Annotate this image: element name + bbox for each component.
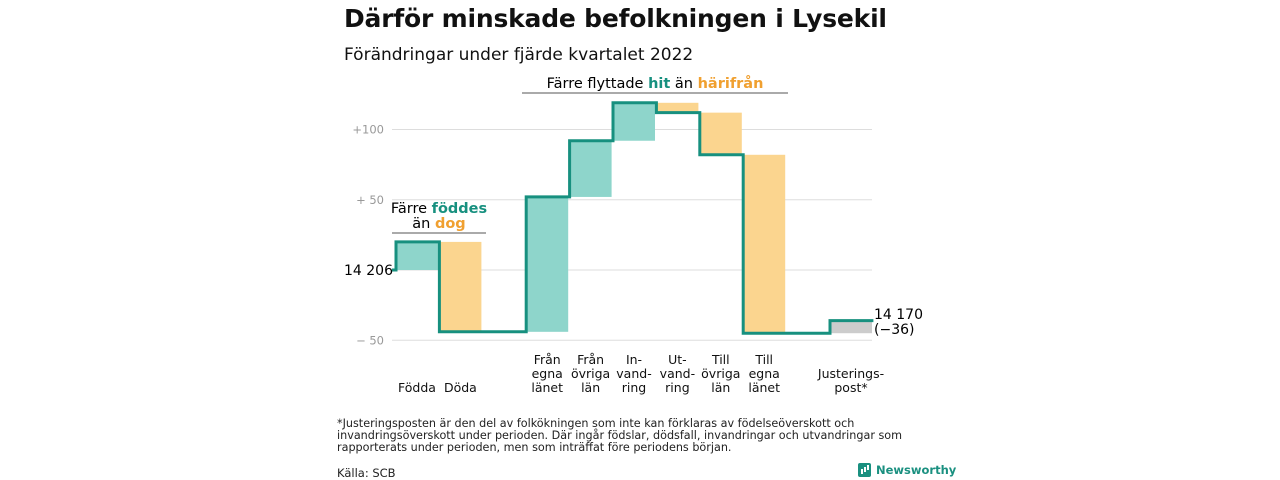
bar-7 bbox=[699, 112, 742, 155]
category-label: Ut- bbox=[668, 352, 687, 367]
y-tick-labels: +100 + 50 − 50 bbox=[352, 123, 384, 348]
bar-0 bbox=[396, 241, 438, 270]
category-label: övriga bbox=[701, 366, 740, 381]
chart-subtitle: Förändringar under fjärde kvartalet 2022 bbox=[344, 45, 694, 65]
bars bbox=[396, 102, 872, 334]
category-label: Till bbox=[754, 352, 773, 367]
category-label: län bbox=[581, 380, 600, 395]
bar-8 bbox=[743, 154, 786, 334]
bar-4 bbox=[569, 140, 612, 197]
chart-title: Därför minskade befolkningen i Lysekil bbox=[344, 4, 887, 33]
bar-6 bbox=[656, 102, 699, 113]
category-label: ring bbox=[665, 380, 689, 395]
births-annotation-line2: än dog bbox=[412, 216, 465, 232]
y-tick-label: − 50 bbox=[356, 333, 384, 347]
brand-name: Newsworthy bbox=[876, 463, 957, 477]
category-label: länet bbox=[748, 380, 780, 395]
footnote: *Justeringsposten är den del av folkökni… bbox=[337, 417, 903, 454]
bar-3 bbox=[526, 196, 569, 332]
migration-annotation: Färre flyttade hit än härifrån bbox=[547, 75, 764, 92]
category-label: Födda bbox=[398, 380, 436, 395]
category-label: vand- bbox=[660, 366, 695, 381]
category-label: Döda bbox=[444, 380, 477, 395]
category-label: övriga bbox=[571, 366, 610, 381]
source-label: Källa: SCB bbox=[337, 466, 396, 480]
category-label: Till bbox=[711, 352, 730, 367]
y-tick-label: +100 bbox=[352, 123, 384, 137]
cumulative-step-line bbox=[392, 101, 874, 335]
category-label: län bbox=[711, 380, 730, 395]
category-label: ring bbox=[622, 380, 646, 395]
brand: Newsworthy bbox=[858, 463, 956, 477]
category-labels: Födda DödaFrånegnalänetFrånövrigalänIn-va… bbox=[398, 352, 884, 395]
category-label: egna bbox=[749, 366, 780, 381]
category-label: vand- bbox=[616, 366, 651, 381]
category-label: egna bbox=[532, 366, 563, 381]
category-label: Från bbox=[577, 352, 604, 367]
category-label: Justerings- bbox=[817, 366, 884, 381]
category-label: Från bbox=[534, 352, 561, 367]
category-label: In- bbox=[626, 352, 642, 367]
bar-10 bbox=[830, 320, 872, 334]
bar-5 bbox=[613, 102, 655, 141]
end-value-label: 14 170 bbox=[874, 307, 923, 323]
category-label: länet bbox=[531, 380, 563, 395]
category-label: post* bbox=[834, 380, 867, 395]
step-line bbox=[392, 101, 874, 335]
newsworthy-logo-icon bbox=[858, 463, 871, 477]
bar-1 bbox=[439, 241, 482, 332]
start-value-label: 14 206 bbox=[344, 263, 393, 279]
births-annotation-line1: Färre föddes bbox=[391, 201, 487, 217]
end-change-label: (−36) bbox=[874, 322, 914, 338]
y-tick-label: + 50 bbox=[356, 193, 384, 207]
